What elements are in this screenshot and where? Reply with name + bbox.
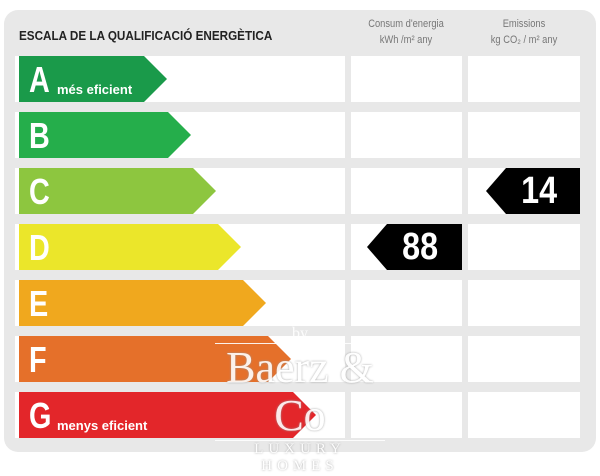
consumption-cell-a: [351, 56, 462, 102]
rating-sublabel: menys eficient: [57, 418, 148, 433]
consumption-marker: 88: [367, 224, 462, 270]
emissions-header: Emissions kg CO₂ / m² any: [471, 16, 576, 48]
scale-title: ESCALA DE LA QUALIFICACIÓ ENERGÈTICA: [19, 28, 273, 43]
rating-arrow-e: E: [19, 280, 266, 326]
rating-arrow-b: B: [19, 112, 191, 158]
consumption-value: 88: [402, 226, 439, 268]
emissions-cell-d: [468, 224, 580, 270]
rating-letter: B: [29, 115, 50, 156]
emissions-cell-b: [468, 112, 580, 158]
rating-letter: G: [29, 395, 52, 436]
rating-letter: D: [29, 227, 50, 268]
emissions-header-unit: kg CO₂ / m² any: [490, 34, 558, 46]
emissions-value: 14: [520, 170, 557, 212]
emissions-cell-a: [468, 56, 580, 102]
watermark-logo: by Baerz & Co LUXURY HOMES: [215, 325, 385, 476]
consumption-header: Consum d'energia kWh /m² any: [354, 16, 458, 48]
consumption-header-unit: kWh /m² any: [379, 34, 433, 46]
rating-arrow-c: C: [19, 168, 216, 214]
rating-row-d: D: [15, 224, 345, 270]
watermark-by: by: [292, 325, 308, 342]
emissions-cell-c: 14: [468, 168, 580, 214]
consumption-cell-b: [351, 112, 462, 158]
watermark-name: Baerz & Co: [215, 343, 385, 441]
rating-row-b: B: [15, 112, 345, 158]
rating-row-c: C: [15, 168, 345, 214]
rating-letter: E: [29, 283, 49, 324]
emissions-cell-e: [468, 280, 580, 326]
rating-row-e: E: [15, 280, 345, 326]
rating-arrow-d: D: [19, 224, 241, 270]
rating-sublabel: més eficient: [57, 82, 133, 97]
emissions-cell-g: [468, 392, 580, 438]
emissions-marker: 14: [486, 168, 580, 214]
emissions-header-title: Emissions: [502, 18, 546, 30]
emissions-cell-f: [468, 336, 580, 382]
rating-letter: F: [29, 339, 47, 380]
consumption-header-title: Consum d'energia: [368, 18, 444, 30]
watermark-tagline: LUXURY HOMES: [215, 441, 385, 476]
consumption-cell-c: [351, 168, 462, 214]
consumption-cell-e: [351, 280, 462, 326]
rating-letter: A: [29, 59, 50, 100]
consumption-cell-g: [351, 392, 462, 438]
rating-letter: C: [29, 171, 50, 212]
consumption-cell-d: 88: [351, 224, 462, 270]
